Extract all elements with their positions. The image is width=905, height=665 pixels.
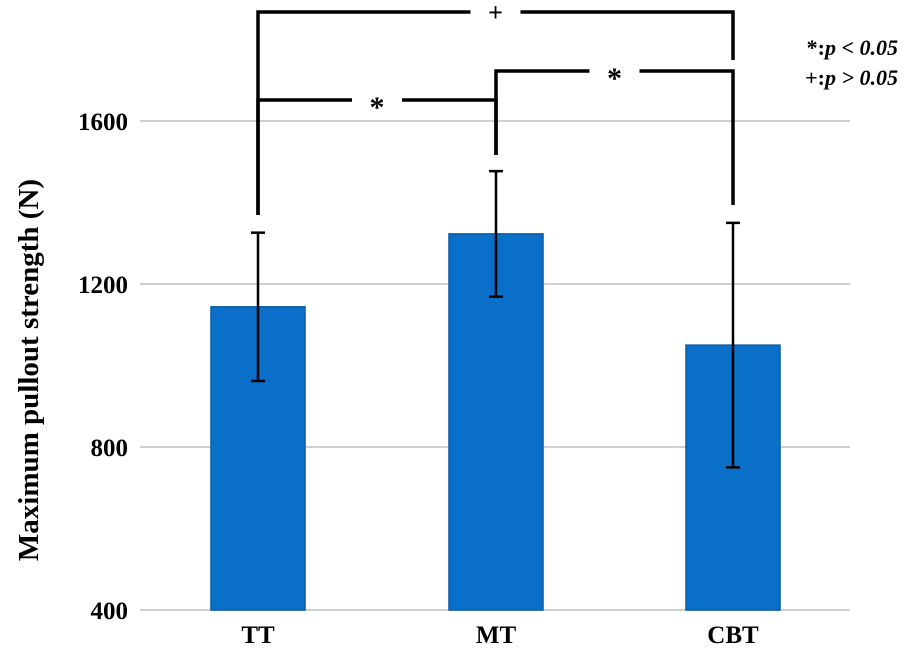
legend-item-1: +:p > 0.05 — [805, 65, 898, 90]
y-tick-label: 1200 — [78, 272, 128, 299]
significance-bracket — [494, 69, 735, 205]
significance-label: * — [370, 91, 385, 124]
y-tick-label: 800 — [91, 435, 129, 462]
x-tick-label: TT — [241, 622, 275, 649]
x-tick-label: MT — [476, 622, 517, 649]
significance-label: + — [488, 0, 503, 27]
significance-label: * — [607, 62, 622, 95]
legend-item-0: *:p < 0.05 — [807, 35, 898, 60]
y-axis-label: Maximum pullout strength (N) — [13, 179, 45, 561]
y-tick-label: 1600 — [78, 109, 128, 136]
legend-text: p < 0.05 — [823, 35, 898, 60]
legend-text: p > 0.05 — [823, 65, 898, 90]
y-tick-label: 400 — [91, 598, 129, 625]
legend: *:p < 0.05 +:p > 0.05 — [805, 35, 898, 90]
x-tick-label: CBT — [707, 622, 759, 649]
